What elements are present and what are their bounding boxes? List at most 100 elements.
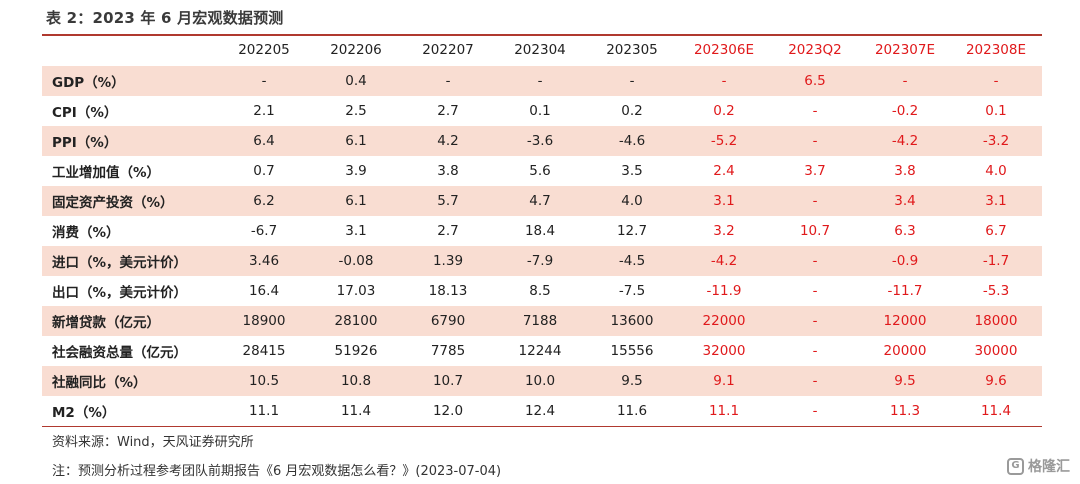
table-cell: 5.6 [529, 163, 551, 179]
table-cell: 3.5 [621, 163, 643, 179]
table-cell: 3.8 [437, 163, 459, 179]
table-cell: - [860, 65, 950, 96]
column-header: 2023Q2 [770, 35, 860, 66]
table-cell: 2.4 [713, 163, 735, 179]
row-label: 进口（%，美元计价） [42, 246, 218, 276]
header-corner [42, 35, 218, 66]
table-cell: 11.1 [678, 396, 770, 427]
table-cell: 32000 [702, 343, 746, 359]
table-cell: 4.0 [586, 186, 678, 216]
table-title: 表 2：2023 年 6 月宏观数据预测 [46, 9, 284, 27]
table-cell: - [770, 366, 860, 396]
table-cell: 11.6 [586, 396, 678, 427]
table-cell: 9.1 [678, 366, 770, 396]
table-cell: -0.2 [891, 103, 919, 119]
table-cell: 2.5 [345, 103, 367, 119]
table-cell: 0.1 [985, 103, 1007, 119]
table-cell: 3.1 [678, 186, 770, 216]
row-label: 社会融资总量（亿元） [52, 345, 187, 361]
table-cell: 6.1 [310, 186, 402, 216]
table-cell: 11.4 [310, 396, 402, 427]
row-label: 消费（%） [52, 225, 120, 241]
header-row: 202205 202206 202207 202304 202305 202306E 202… [42, 35, 1042, 66]
table-cell: -11.7 [887, 283, 923, 299]
table-cell: 6790 [402, 306, 494, 336]
table-cell: - [402, 65, 494, 96]
table-cell: - [218, 65, 310, 96]
table-cell: -0.9 [860, 246, 950, 276]
table-cell: 9.5 [586, 366, 678, 396]
table-cell: 3.2 [713, 223, 735, 239]
table-cell: 0.1 [529, 103, 551, 119]
column-header: 202305 [586, 35, 678, 66]
table-row: GDP（%） -0.4- - - -6.5- - [42, 65, 1042, 96]
table-cell: 1.39 [402, 246, 494, 276]
source-note: 资料来源：Wind，天风证券研究所 [52, 435, 254, 450]
column-header: 202307E [860, 35, 950, 66]
table-cell: 10.8 [310, 366, 402, 396]
table-cell: 10.0 [494, 366, 586, 396]
table-row: 进口（%，美元计价） 3.46 -0.08 1.39 -7.9 -4.5 -4.2- -0.9… [42, 246, 1042, 276]
table-cell: 28415 [242, 343, 286, 359]
row-label: M2（%） [42, 396, 218, 427]
table-cell: - [770, 186, 860, 216]
table-cell: 10.7 [402, 366, 494, 396]
column-header: 202304 [494, 35, 586, 66]
table-row: 工业增加值（%） 0.7 3.9 3.8 5.6 3.5 2.4 3.7 3.8 4.0 [42, 156, 1042, 186]
table-row: M2（%） 11.1 11.4 12.0 12.4 11.6 11.1-11.3 11.4 [42, 396, 1042, 427]
column-header: 202205 [218, 35, 310, 66]
table-cell: -7.9 [494, 246, 586, 276]
table-row: 社融同比（%） 10.5 10.8 10.7 10.0 9.5 9.1-9.5 9.6 [42, 366, 1042, 396]
table-cell: 6.3 [894, 223, 916, 239]
row-label: 出口（%，美元计价） [52, 285, 188, 301]
column-header: 202306E [678, 35, 770, 66]
table-cell: - [950, 65, 1042, 96]
table-cell: -3.6 [494, 126, 586, 156]
table-cell: 7785 [430, 343, 466, 359]
row-label: GDP（%） [42, 65, 218, 96]
table-cell: - [770, 306, 860, 336]
table-cell: 15556 [610, 343, 654, 359]
table-cell: 7188 [494, 306, 586, 336]
table-cell: 3.8 [894, 163, 916, 179]
gelonghui-logo-icon: G [1007, 457, 1024, 475]
table-cell: - [812, 103, 818, 119]
table-cell: -0.08 [310, 246, 402, 276]
table-cell: 18000 [950, 306, 1042, 336]
row-label: 社融同比（%） [42, 366, 218, 396]
table-cell: 9.6 [950, 366, 1042, 396]
table-cell: 18900 [218, 306, 310, 336]
table-cell: 17.03 [336, 283, 376, 299]
table-cell: 3.7 [804, 163, 826, 179]
table-cell: -3.2 [950, 126, 1042, 156]
table-cell: - [812, 343, 818, 359]
table-cell: - [586, 65, 678, 96]
table-cell: 12.7 [616, 223, 648, 239]
table-cell: 4.7 [494, 186, 586, 216]
table-cell: 4.0 [985, 163, 1007, 179]
table-cell: 2.1 [253, 103, 275, 119]
table-cell: -6.7 [250, 223, 278, 239]
table-cell: 12.0 [402, 396, 494, 427]
table-cell: 2.7 [437, 223, 459, 239]
table-cell: 12.4 [494, 396, 586, 427]
table-cell: 18.4 [524, 223, 556, 239]
watermark-text: 格隆汇 [1028, 459, 1070, 475]
table-row: PPI（%） 6.4 6.1 4.2 -3.6 -4.6 -5.2- -4.2 -3.2 [42, 126, 1042, 156]
table-cell: 3.4 [860, 186, 950, 216]
table-cell: 0.4 [310, 65, 402, 96]
table-cell: 13600 [586, 306, 678, 336]
table-cell: 12244 [518, 343, 562, 359]
column-header: 202308E [950, 35, 1042, 66]
table-cell: 3.1 [345, 223, 367, 239]
table-cell: 0.2 [621, 103, 643, 119]
table-cell: 18.13 [428, 283, 468, 299]
table-cell: 3.1 [950, 186, 1042, 216]
table-row: 消费（%） -6.7 3.1 2.7 18.4 12.7 3.2 10.7 6.3 6.7 [42, 216, 1042, 246]
table-cell: -1.7 [950, 246, 1042, 276]
table-cell: 6.7 [985, 223, 1007, 239]
table-cell: 0.2 [713, 103, 735, 119]
table-cell: 5.7 [402, 186, 494, 216]
table-cell: - [770, 126, 860, 156]
table-cell: -5.2 [678, 126, 770, 156]
